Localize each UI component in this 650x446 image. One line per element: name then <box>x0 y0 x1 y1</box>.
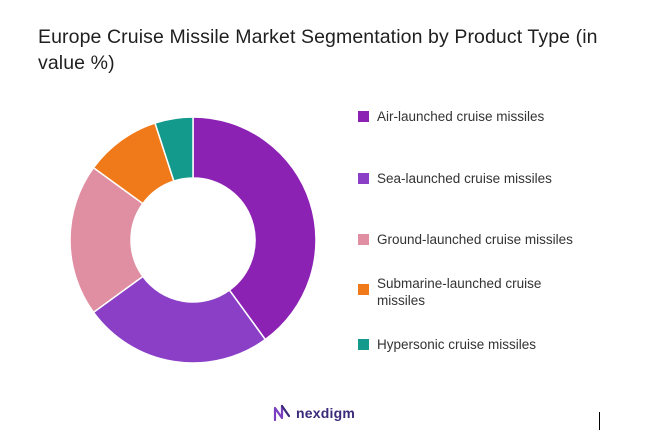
legend-swatch <box>358 339 369 350</box>
text-cursor <box>599 412 600 430</box>
legend-item-sea-launched: Sea-launched cruise missiles <box>358 170 577 187</box>
legend-swatch <box>358 173 369 184</box>
legend-swatch <box>358 234 369 245</box>
donut-slice-1 <box>192 116 317 341</box>
legend-label: Air-launched cruise missiles <box>377 109 545 124</box>
donut-slice-3 <box>69 166 144 314</box>
legend-item-submarine-launched: Submarine-launched cruise missiles <box>358 275 557 309</box>
donut-slice-2 <box>92 275 267 364</box>
brand-name: nexdigm <box>296 405 355 421</box>
legend-swatch <box>358 111 369 122</box>
legend-swatch <box>358 284 369 295</box>
legend-item-air-launched: Air-launched cruise missiles <box>358 108 577 125</box>
legend-item-hypersonic: Hypersonic cruise missiles <box>358 336 577 353</box>
legend-label: Submarine-launched cruise missiles <box>377 276 542 308</box>
legend: Air-launched cruise missiles Sea-launche… <box>358 0 648 446</box>
legend-item-ground-launched: Ground-launched cruise missiles <box>358 231 577 248</box>
donut-slice-5 <box>154 116 194 182</box>
brand-logo: nexdigm <box>272 404 355 422</box>
legend-label: Sea-launched cruise missiles <box>377 171 552 186</box>
legend-label: Hypersonic cruise missiles <box>377 337 537 352</box>
chart-title: Europe Cruise Missile Market Segmentatio… <box>38 26 598 74</box>
legend-label: Ground-launched cruise missiles <box>377 232 573 247</box>
nexdigm-logo-icon <box>273 404 291 422</box>
